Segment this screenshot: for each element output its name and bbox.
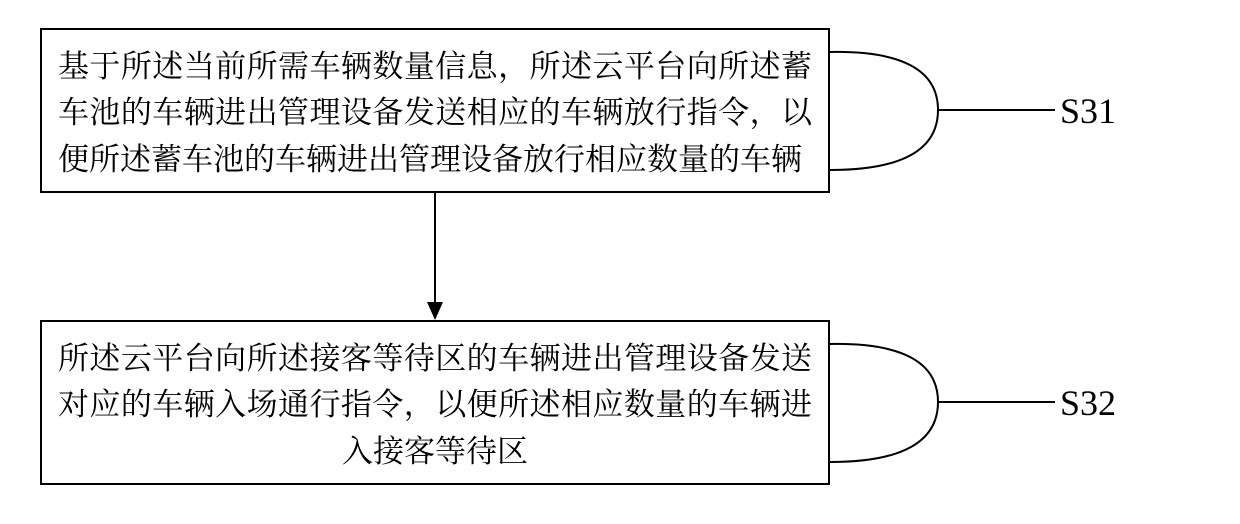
connector-s32-label (0, 0, 1240, 524)
flowchart-canvas: 基于所述当前所需车辆数量信息，所述云平台向所述蓄车池的车辆进出管理设备发送相应的… (0, 0, 1240, 524)
